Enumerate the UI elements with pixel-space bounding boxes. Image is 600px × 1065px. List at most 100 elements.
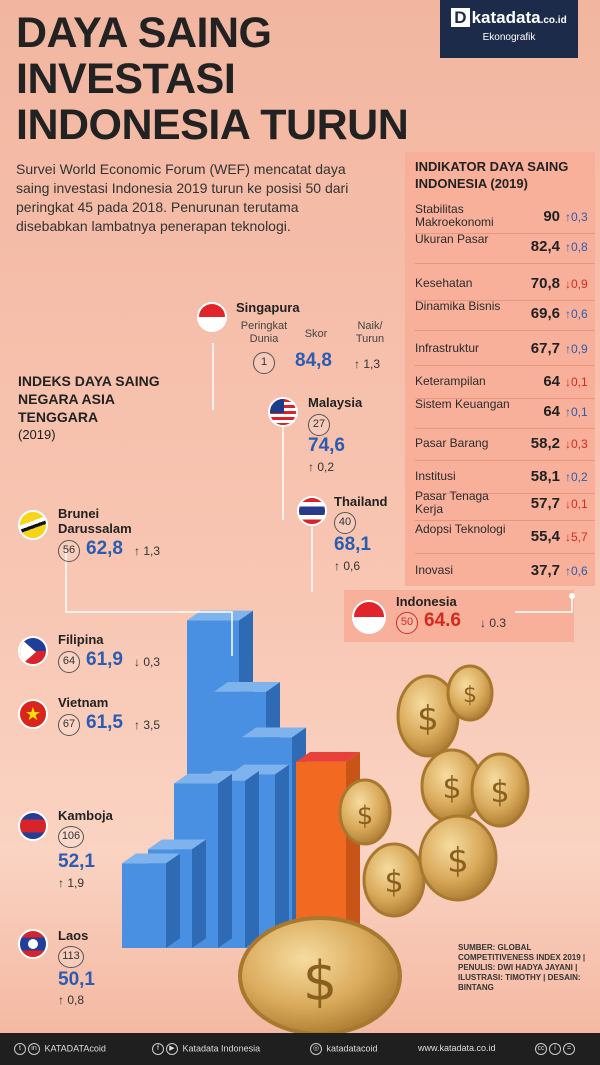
indicator-change: ↑0,8: [565, 240, 588, 254]
change-value: ↑ 1,3: [354, 357, 381, 371]
instagram-icon: ◎: [310, 1043, 322, 1055]
indicator-change: ↑0,1: [565, 405, 588, 419]
indicator-score: 55,4: [530, 528, 560, 545]
indicator-row: Adopsi Teknologi 55,4 ↓5,7: [415, 523, 598, 551]
country-name: Laos: [58, 928, 89, 943]
brand-sub: Ekonografik: [482, 32, 536, 43]
indicator-row: Ukuran Pasar 82,4 ↑0,8: [415, 233, 598, 261]
change-value: ↑ 0,6: [334, 559, 361, 573]
bar-side: [192, 839, 206, 948]
indicator-name: Pasar Barang: [415, 436, 489, 450]
rank-badge: 40: [334, 512, 356, 534]
bar: [122, 863, 166, 948]
brand-name-text: katadata: [471, 8, 541, 27]
rank-badge: 113: [58, 946, 84, 968]
linkedin-icon: in: [28, 1043, 40, 1055]
score-value: 64.6: [424, 610, 461, 631]
indicator-change: ↑0,2: [565, 470, 588, 484]
indicator-name: Stabilitas Makroekonomi: [415, 202, 494, 229]
indicator-divider: [415, 493, 595, 494]
flag-singapura-icon: [197, 302, 227, 332]
score-value: 68,1: [334, 534, 371, 555]
indicator-score: 82,4: [530, 238, 560, 255]
flag-filipina-icon: [18, 636, 48, 666]
indicator-row: Inovasi 37,7 ↑0,6: [415, 557, 598, 585]
indicator-score: 64: [543, 403, 560, 420]
change-value: ↑ 1,3: [134, 544, 161, 558]
footer-social-1-label: KATADATAcoid: [44, 1043, 106, 1054]
footer-website[interactable]: www.katadata.co.id: [418, 1043, 496, 1053]
indicator-change: ↓0,3: [565, 437, 588, 451]
indicator-divider: [415, 263, 595, 264]
indicator-row: Sistem Keuangan 64 ↑0,1: [415, 398, 598, 426]
indicator-score: 90: [543, 208, 560, 225]
indicator-name: Ukuran Pasar: [415, 232, 489, 246]
chart-year: (2019): [18, 427, 56, 442]
bar-side: [218, 773, 232, 948]
indicator-title: INDIKATOR DAYA SAING INDONESIA (2019): [415, 159, 569, 191]
footer-social-3[interactable]: ◎ katadatacoid: [310, 1043, 378, 1055]
score-value: 84,8: [295, 350, 332, 371]
country-name: Kamboja: [58, 808, 113, 823]
nd-icon: =: [563, 1043, 575, 1055]
bar-side: [275, 764, 289, 948]
score-value: 50,1: [58, 969, 95, 990]
bar-top: [148, 839, 206, 850]
indicator-panel: [405, 152, 595, 586]
indicator-score: 57,7: [530, 495, 560, 512]
indicator-divider: [415, 233, 595, 234]
indicator-change: ↓0,9: [565, 277, 588, 291]
indicator-change: ↑0,6: [565, 564, 588, 578]
rank-badge: 1: [253, 352, 275, 374]
indicator-score: 58,2: [530, 435, 560, 452]
bar-top: [174, 773, 232, 784]
footer-social-3-label: katadatacoid: [326, 1043, 378, 1054]
indicator-change: ↓5,7: [565, 530, 588, 544]
flag-laos-icon: [18, 929, 48, 959]
footer-social-2[interactable]: f ▶ Katadata Indonesia: [152, 1043, 260, 1055]
source-credit: SUMBER: GLOBAL COMPETITIVENESS INDEX 201…: [458, 943, 586, 992]
brand-suffix: .co.id: [540, 15, 567, 26]
intro-text: Survei World Economic Forum (WEF) mencat…: [16, 161, 349, 234]
indicator-divider: [415, 330, 595, 331]
indicator-change: ↑0,6: [565, 307, 588, 321]
indicator-change: ↑0,3: [565, 210, 588, 224]
rank-badge: 64: [58, 651, 80, 673]
flag-kamboja-icon: [18, 811, 48, 841]
country-name: Singapura: [236, 300, 300, 315]
footer-website-label: www.katadata.co.id: [418, 1043, 496, 1053]
by-icon: i: [549, 1043, 561, 1055]
indicator-row: Keterampilan 64 ↓0,1: [415, 368, 598, 396]
indicator-score: 58,1: [530, 468, 560, 485]
indicator-row: Institusi 58,1 ↑0,2: [415, 463, 598, 491]
flag-thailand-icon: [297, 496, 327, 526]
score-value: 74,6: [308, 435, 345, 456]
indicator-name: Adopsi Teknologi: [415, 522, 506, 536]
bar-top: [296, 752, 360, 762]
bar-side: [346, 752, 360, 948]
license-icons: cc i =: [535, 1043, 577, 1055]
change-value: ↑ 0,2: [308, 460, 335, 474]
change-value: ↓ 0,3: [134, 655, 161, 669]
indicator-name: Kesehatan: [415, 276, 473, 290]
twitter-icon: t: [14, 1043, 26, 1055]
rank-badge: 67: [58, 714, 80, 736]
indicator-change: ↑0,9: [565, 342, 588, 356]
country-name: Vietnam: [58, 695, 109, 710]
rank-badge: 27: [308, 414, 330, 436]
footer-social-2-label: Katadata Indonesia: [182, 1043, 261, 1054]
indicator-name: Institusi: [415, 469, 456, 483]
score-header: Skor: [304, 328, 328, 340]
footer-social-1[interactable]: t in KATADATAcoid: [14, 1043, 106, 1055]
footer: t in KATADATAcoid f ▶ Katadata Indonesia ◎…: [0, 1033, 600, 1065]
bar-top: [242, 727, 306, 738]
country-name: Filipina: [58, 632, 104, 647]
bar-top: [214, 682, 280, 692]
change-value: ↑ 0,8: [58, 993, 85, 1007]
change-value: ↓ 0.3: [480, 616, 507, 630]
rank-header: Peringkat Dunia: [240, 320, 288, 345]
